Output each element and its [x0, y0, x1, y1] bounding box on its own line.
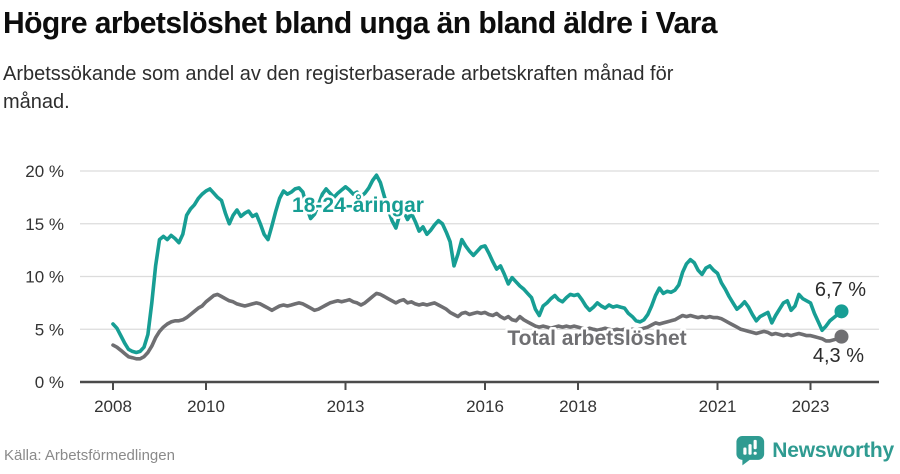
- x-axis-label-2008: 2008: [94, 397, 132, 416]
- page-title: Högre arbetslöshet bland unga än bland ä…: [3, 5, 717, 40]
- series-end-dot-youth: [834, 304, 849, 319]
- newsworthy-bar-chart-icon: [736, 436, 765, 466]
- y-axis-label-5: 5 %: [35, 320, 64, 339]
- y-axis-label-0: 0 %: [35, 373, 64, 392]
- x-axis-label-2023: 2023: [792, 397, 830, 416]
- newsworthy-wordmark: Newsworthy: [772, 438, 894, 462]
- source-note: Källa: Arbetsförmedlingen: [4, 447, 175, 464]
- x-axis-label-2013: 2013: [327, 397, 365, 416]
- y-axis-label-10: 10 %: [25, 268, 64, 287]
- annotation-label-youth: 18-24-åringar: [292, 194, 424, 217]
- unemployment-line-chart: 0 % 5 % 10 % 15 % 20 % 2008 2010 2013 2016 2018 20…: [25, 162, 879, 416]
- y-axis-label-20: 20 %: [25, 162, 64, 181]
- annotation-value-total: 4,3 %: [813, 345, 864, 367]
- series-line-total: [111, 291, 844, 361]
- x-axis-label-2018: 2018: [559, 397, 597, 416]
- annotation-label-total: Total arbetslöshet: [507, 327, 686, 350]
- series-end-dot-total: [834, 329, 849, 344]
- series-line-youth: [111, 173, 844, 355]
- newsworthy-logo[interactable]: Newsworthy: [736, 435, 894, 466]
- y-axis-label-15: 15 %: [25, 215, 64, 234]
- annotation-value-youth: 6,7 %: [815, 279, 866, 301]
- chart-subtitle: Arbetssökande som andel av den registerb…: [3, 63, 674, 114]
- x-axis-label-2016: 2016: [466, 397, 504, 416]
- x-axis-label-2010: 2010: [187, 397, 225, 416]
- x-axis-label-2021: 2021: [699, 397, 737, 416]
